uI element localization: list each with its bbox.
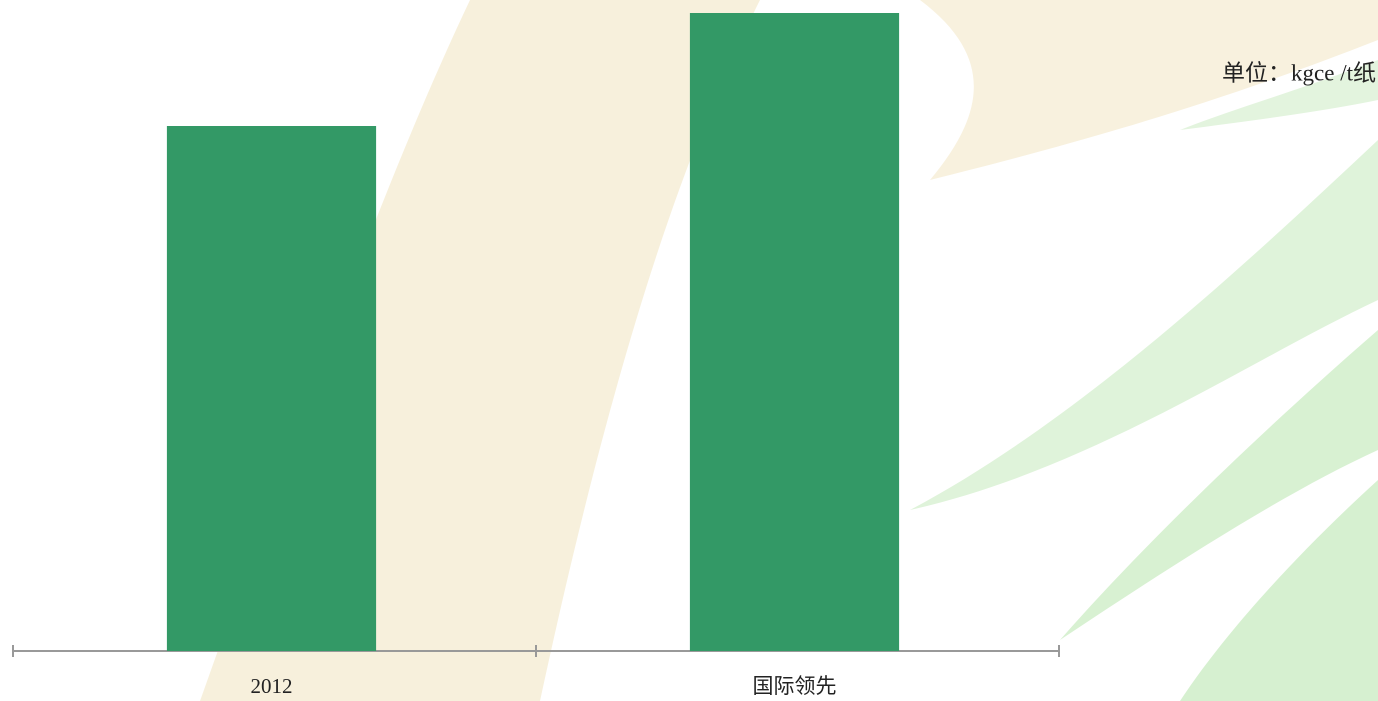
x-tick-label: 2012 (251, 674, 293, 698)
page: {"chart_data": {"type": "bar", "unit_lab… (0, 0, 1378, 701)
bar (167, 126, 376, 651)
bar (690, 13, 899, 651)
unit-label: 单位：kgce /t纸 (1222, 60, 1376, 85)
chart: 单位：kgce /t纸 2012 国际领先 (0, 0, 1378, 701)
x-tick-label: 国际领先 (753, 674, 837, 698)
